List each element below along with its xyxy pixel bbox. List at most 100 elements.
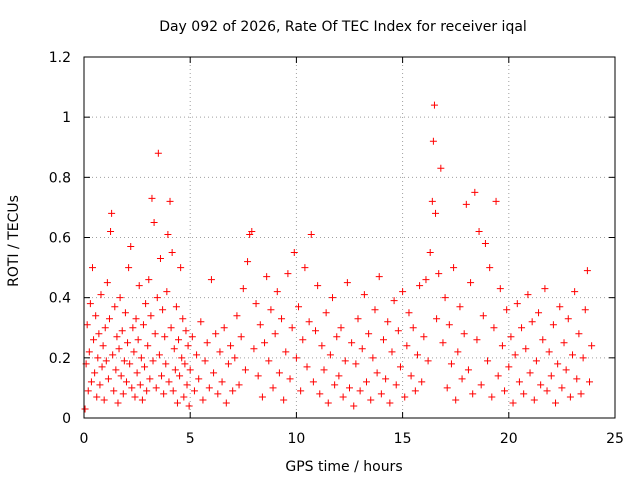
x-tick-labels: 0 5 10 15 20 25 — [80, 431, 624, 447]
data-point — [464, 366, 472, 374]
data-point — [318, 342, 326, 350]
data-point — [473, 336, 481, 344]
data-point — [432, 209, 440, 217]
data-point — [379, 336, 387, 344]
data-point — [573, 375, 581, 383]
data-point — [365, 330, 373, 338]
data-point — [556, 303, 564, 311]
y-tick-labels: 0 0.2 0.4 0.6 0.8 1 1.2 — [49, 50, 71, 427]
data-point — [477, 381, 485, 389]
data-point — [87, 378, 95, 386]
data-point — [501, 387, 509, 395]
data-point — [488, 393, 496, 401]
data-point — [136, 381, 144, 389]
data-point — [90, 336, 98, 344]
data-point — [513, 300, 521, 308]
data-point — [201, 357, 209, 365]
data-point — [390, 297, 398, 305]
data-point — [329, 294, 337, 302]
data-point — [86, 300, 94, 308]
data-point — [181, 360, 189, 368]
data-point — [88, 264, 96, 272]
data-point — [545, 348, 553, 356]
data-point — [171, 366, 179, 374]
data-point — [254, 372, 262, 380]
data-point — [503, 306, 511, 314]
data-point — [435, 270, 443, 278]
data-point — [396, 363, 404, 371]
data-point — [350, 402, 358, 410]
data-point — [535, 309, 543, 317]
data-point — [128, 384, 136, 392]
data-point — [258, 393, 266, 401]
data-point — [507, 333, 515, 341]
data-point — [524, 291, 532, 299]
data-point — [185, 402, 193, 410]
data-point — [122, 378, 130, 386]
data-point — [411, 387, 419, 395]
data-point — [526, 369, 534, 377]
data-point — [458, 375, 466, 383]
data-point — [210, 369, 218, 377]
y-axis-label: ROTI / TECUs — [6, 195, 22, 287]
data-point — [124, 339, 132, 347]
data-point — [341, 357, 349, 365]
data-point — [178, 354, 186, 362]
data-point — [112, 366, 120, 374]
data-point — [269, 384, 277, 392]
data-point — [162, 360, 170, 368]
data-point — [229, 387, 237, 395]
data-point — [190, 387, 198, 395]
data-point — [152, 384, 160, 392]
data-point — [252, 300, 260, 308]
data-point — [183, 381, 191, 389]
data-point — [430, 101, 438, 109]
data-point — [437, 164, 445, 172]
data-point — [297, 387, 305, 395]
data-point — [292, 354, 300, 362]
data-point — [424, 357, 432, 365]
data-point — [143, 387, 151, 395]
data-point — [91, 369, 99, 377]
data-point — [505, 363, 513, 371]
data-point — [250, 345, 258, 353]
data-point — [167, 324, 175, 332]
data-point — [235, 381, 243, 389]
data-point — [180, 393, 188, 401]
data-point — [114, 399, 122, 407]
data-point — [462, 200, 470, 208]
data-point — [511, 351, 519, 359]
data-point — [102, 357, 110, 365]
data-point — [282, 348, 290, 356]
data-point — [566, 393, 574, 401]
data-point — [84, 387, 92, 395]
data-point — [443, 384, 451, 392]
data-point — [261, 339, 269, 347]
y-tick-label: 0.4 — [49, 291, 71, 307]
data-point — [237, 333, 245, 341]
data-point — [407, 372, 415, 380]
data-point — [426, 249, 434, 257]
data-point — [85, 348, 93, 356]
data-point — [119, 390, 127, 398]
data-point — [358, 345, 366, 353]
data-point — [233, 312, 241, 320]
data-point — [520, 390, 528, 398]
data-point — [93, 393, 101, 401]
y-tick-label: 0.2 — [49, 351, 71, 367]
data-point — [471, 188, 479, 196]
data-point — [105, 315, 113, 323]
data-point — [177, 264, 185, 272]
data-point — [314, 282, 322, 290]
data-point — [116, 294, 124, 302]
data-point — [481, 240, 489, 248]
data-point — [367, 396, 375, 404]
data-point — [100, 396, 108, 404]
data-point — [403, 342, 411, 350]
data-point — [160, 390, 168, 398]
data-point — [307, 230, 315, 238]
data-point — [95, 330, 103, 338]
data-point — [522, 345, 530, 353]
data-point — [429, 137, 437, 145]
data-point — [99, 342, 107, 350]
